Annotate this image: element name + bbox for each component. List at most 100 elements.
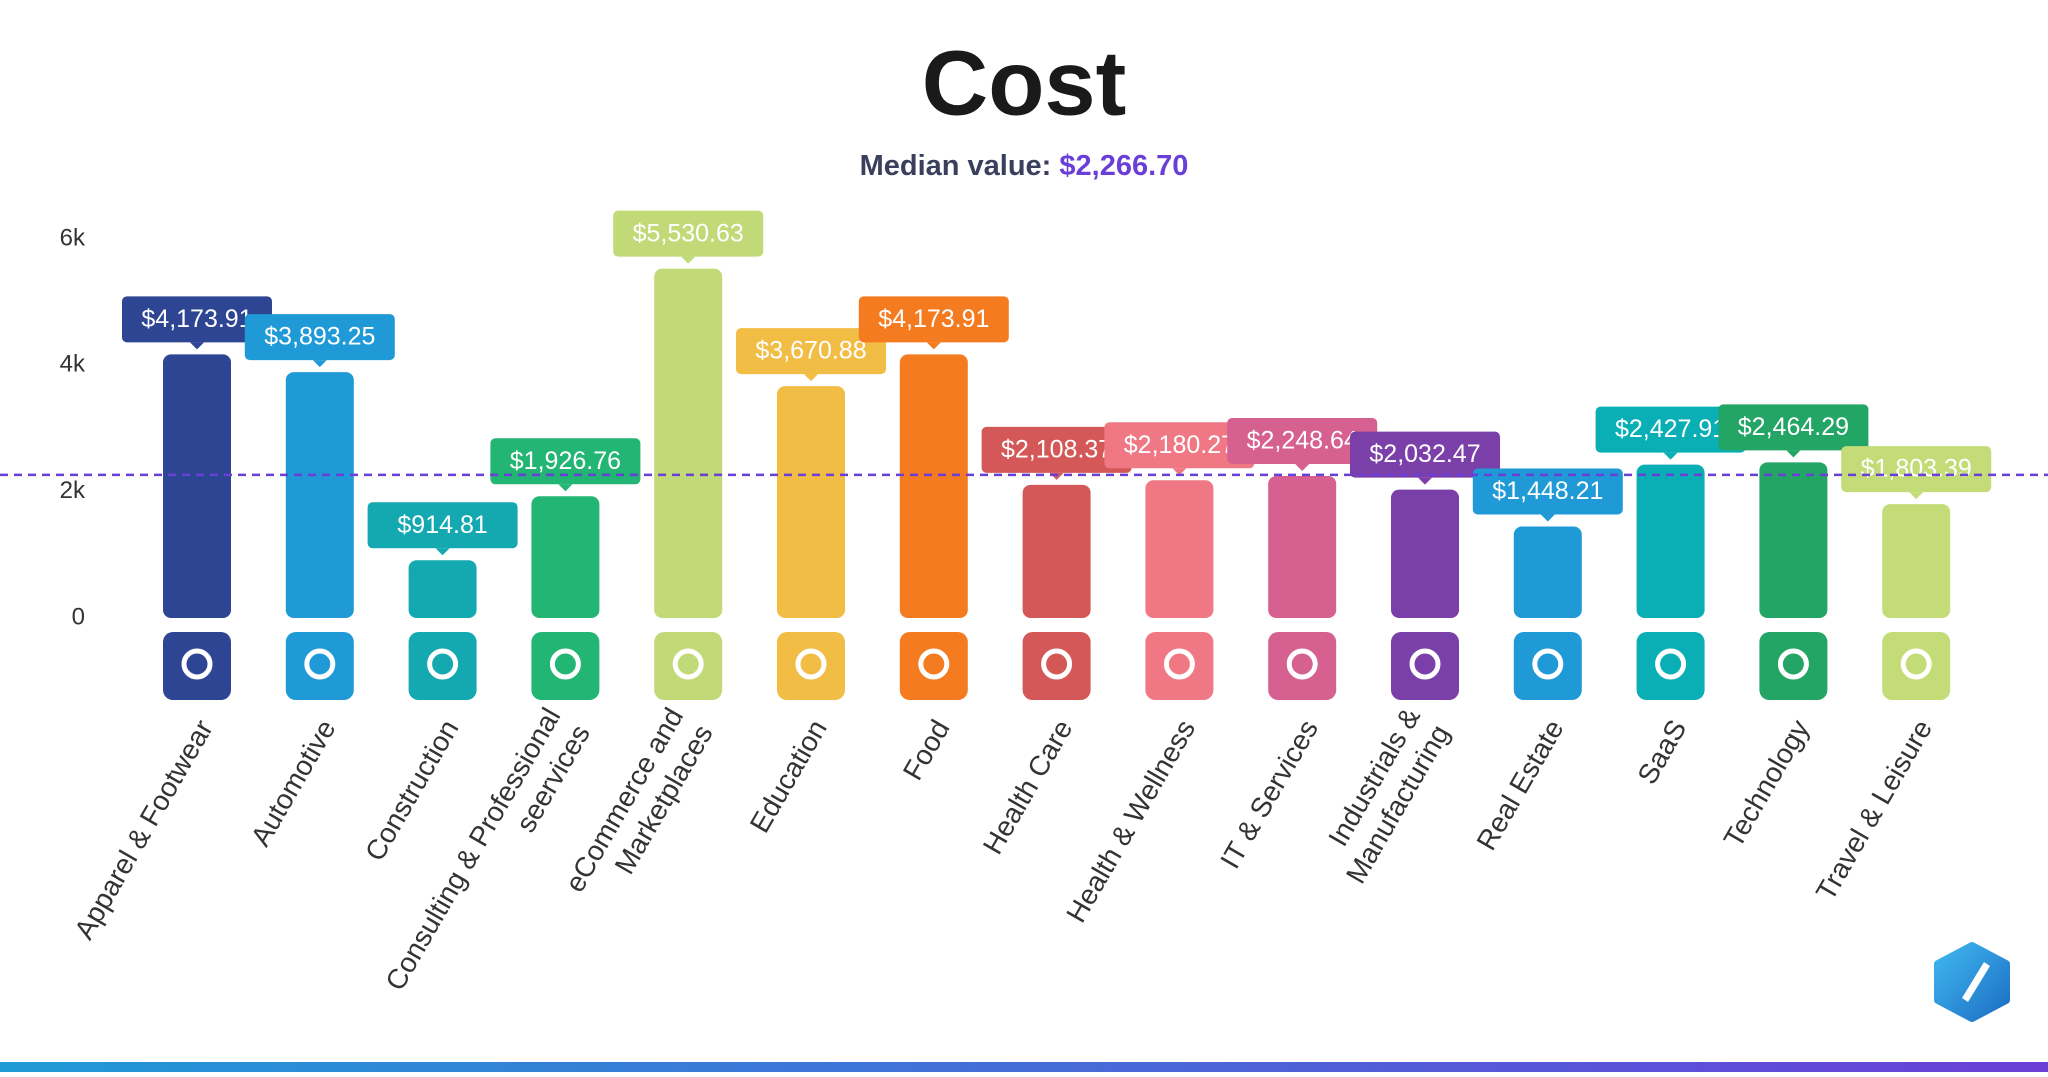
value-label-pointer: [1540, 514, 1555, 522]
x-tick-label: SaaS: [1631, 715, 1692, 790]
bar: [163, 354, 231, 618]
bar: [1882, 504, 1951, 618]
x-tick-label: Health Care: [977, 715, 1079, 860]
value-label-box: [1472, 468, 1623, 515]
value-label: $2,464.29: [1738, 413, 1849, 441]
x-tick-label: Construction: [359, 715, 464, 867]
category-icon: [1759, 632, 1828, 700]
icon-glyph: [1532, 648, 1564, 680]
icon-glyph: [1286, 648, 1318, 680]
bar: [1268, 475, 1337, 618]
value-label-box: [490, 438, 641, 485]
value-label-pointer: [1909, 492, 1924, 500]
value-label-box: [613, 210, 764, 257]
icon-glyph: [427, 648, 459, 680]
bar: [1145, 480, 1214, 618]
value-label-box: [1350, 431, 1500, 478]
logo: [1934, 942, 2010, 1022]
value-label-box: [1104, 422, 1255, 469]
category-icon: [1268, 632, 1337, 700]
y-tick-label: 2k: [60, 477, 86, 504]
value-label-box: [244, 314, 395, 361]
value-label-pointer: [1295, 463, 1310, 471]
value-label: $4,173.91: [141, 305, 252, 333]
value-label-box: [981, 426, 1132, 473]
value-label: $3,670.88: [755, 337, 866, 365]
category-icon: [1145, 632, 1214, 700]
value-label: $2,032.47: [1369, 440, 1480, 468]
y-tick-label: 6k: [60, 224, 86, 251]
category-icon: [899, 632, 968, 700]
x-tick-label: Real Estate: [1470, 715, 1569, 856]
value-label-box: [1227, 417, 1378, 464]
category-icon: [654, 632, 723, 700]
value-label-pointer: [312, 360, 327, 368]
value-label-pointer: [1786, 450, 1801, 458]
value-label-pointer: [1172, 468, 1187, 476]
icon-glyph: [1041, 648, 1073, 680]
value-label-box: [1718, 404, 1869, 451]
x-tick-label-line: Consulting & Professional: [379, 703, 566, 996]
icon-glyph: [672, 648, 704, 680]
x-tick-label: Travel & Leisure: [1810, 715, 1938, 906]
value-label: $1,803.39: [1861, 455, 1972, 483]
footer-bar: [0, 1062, 2048, 1072]
category-icon: [1636, 632, 1705, 700]
icon-glyph: [1777, 648, 1809, 680]
category-icon: [408, 632, 477, 700]
value-label-box: [1595, 406, 1746, 453]
x-tick-label: Automotive: [245, 715, 342, 852]
category-icon: [531, 632, 600, 700]
x-tick-label: Apparel & Footwear: [68, 715, 219, 945]
bar: [654, 268, 723, 618]
value-label-pointer: [190, 342, 204, 350]
category-icon: [285, 632, 354, 700]
value-label: $2,180.27: [1124, 431, 1235, 459]
median-value: $2,266.70: [1059, 150, 1188, 182]
value-label-box: [122, 296, 272, 343]
value-label: $2,427.91: [1615, 415, 1726, 443]
value-label-box: [1841, 446, 1992, 493]
value-label-pointer: [926, 342, 941, 350]
value-label-pointer: [681, 256, 696, 264]
bar: [899, 354, 968, 618]
value-label: $3,893.25: [264, 323, 375, 351]
value-label: $4,173.91: [878, 305, 989, 333]
bar: [531, 496, 600, 618]
x-tick-label: IT & Services: [1214, 715, 1324, 874]
icon-glyph: [304, 648, 336, 680]
value-label-pointer: [558, 484, 573, 492]
bar: [285, 372, 354, 618]
y-tick-label: 0: [72, 603, 85, 630]
x-tick-label: Technology: [1718, 715, 1816, 853]
value-label-box: [736, 328, 886, 375]
value-label-pointer: [1663, 452, 1678, 460]
median-caption: Median value:: [860, 150, 1052, 182]
bar: [1391, 489, 1459, 618]
bar: [1022, 484, 1091, 618]
category-icon: [163, 632, 231, 700]
category-icon: [1022, 632, 1091, 700]
bar: [777, 386, 845, 618]
x-tick-label: Consulting & Professionalseervices: [379, 703, 596, 1013]
value-label-box: [367, 502, 518, 549]
y-tick-label: 4k: [60, 351, 86, 378]
value-label: $914.81: [397, 511, 487, 539]
icon-glyph: [1409, 648, 1441, 680]
value-label: $1,926.76: [510, 447, 621, 475]
value-label-box: [858, 296, 1009, 343]
icon-glyph: [795, 648, 827, 680]
icon-glyph: [1163, 648, 1195, 680]
icon-glyph: [181, 648, 213, 680]
icon-glyph: [549, 648, 581, 680]
value-label-pointer: [804, 374, 818, 382]
icon-glyph: [1655, 648, 1687, 680]
value-label: $1,448.21: [1492, 477, 1603, 505]
icon-glyph: [1900, 648, 1932, 680]
value-label: $2,248.64: [1247, 427, 1358, 455]
bar: [408, 560, 477, 618]
value-label-pointer: [1418, 477, 1432, 485]
x-tick-label: Education: [744, 715, 833, 838]
bar: [1513, 526, 1582, 618]
